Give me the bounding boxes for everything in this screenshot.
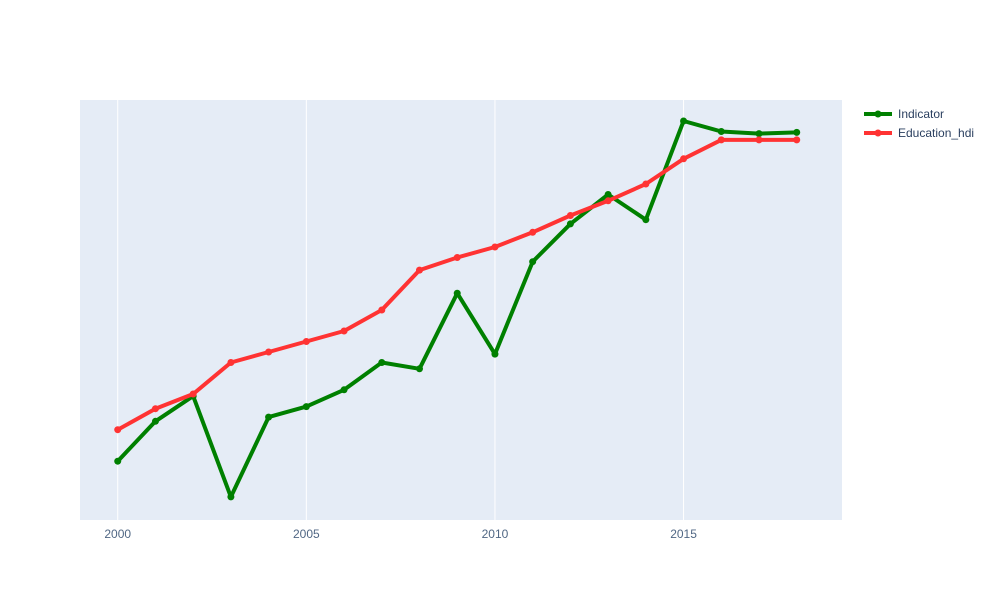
- data-point[interactable]: [378, 306, 386, 314]
- data-point[interactable]: [453, 254, 461, 261]
- data-point[interactable]: [491, 350, 499, 358]
- legend-item[interactable]: Indicator: [864, 107, 944, 121]
- data-point[interactable]: [566, 220, 574, 228]
- legend[interactable]: Indicator Education_hdi: [864, 107, 974, 140]
- data-point[interactable]: [717, 136, 725, 144]
- data-point[interactable]: [378, 359, 386, 366]
- plot-background: [80, 100, 842, 520]
- data-point[interactable]: [189, 390, 197, 398]
- data-point[interactable]: [302, 338, 310, 345]
- data-point[interactable]: [265, 413, 273, 421]
- data-point[interactable]: [114, 457, 122, 465]
- series-indicator: [114, 117, 801, 501]
- legend-label: Education_hdi: [898, 126, 974, 140]
- data-point[interactable]: [151, 405, 159, 413]
- data-point[interactable]: [604, 191, 612, 198]
- data-point[interactable]: [717, 128, 725, 135]
- x-tick-label: 2010: [482, 527, 509, 541]
- data-point[interactable]: [680, 155, 688, 163]
- data-point[interactable]: [755, 130, 763, 138]
- data-point[interactable]: [566, 212, 574, 219]
- x-tick-label: 2000: [104, 527, 131, 541]
- data-point[interactable]: [680, 117, 688, 125]
- data-point[interactable]: [793, 136, 801, 144]
- data-point[interactable]: [604, 197, 612, 205]
- data-point[interactable]: [755, 136, 763, 144]
- series-education-hdi: [114, 136, 801, 434]
- data-point[interactable]: [114, 426, 122, 434]
- data-point[interactable]: [529, 228, 537, 236]
- data-point[interactable]: [227, 493, 235, 501]
- series-lines: [114, 117, 801, 501]
- data-point[interactable]: [265, 348, 273, 356]
- data-point[interactable]: [793, 128, 801, 136]
- data-point[interactable]: [416, 365, 424, 373]
- x-tick-label: 2015: [670, 527, 697, 541]
- data-point[interactable]: [529, 258, 537, 266]
- data-point[interactable]: [491, 243, 499, 251]
- legend-item[interactable]: Education_hdi: [864, 126, 974, 140]
- data-point[interactable]: [302, 403, 310, 411]
- legend-marker: [874, 129, 882, 137]
- legend-label: Indicator: [898, 107, 944, 121]
- data-point[interactable]: [340, 386, 348, 394]
- data-point[interactable]: [642, 216, 650, 224]
- grid-lines: [117, 100, 685, 520]
- data-point[interactable]: [227, 359, 235, 366]
- data-point[interactable]: [151, 417, 159, 425]
- x-axis-tick-labels: 2000 2005 2010 2015: [104, 527, 697, 541]
- x-tick-label: 2005: [293, 527, 320, 541]
- data-point[interactable]: [642, 180, 650, 188]
- legend-marker: [874, 110, 882, 118]
- data-point[interactable]: [416, 266, 424, 274]
- data-point[interactable]: [340, 327, 348, 335]
- data-point[interactable]: [453, 289, 461, 297]
